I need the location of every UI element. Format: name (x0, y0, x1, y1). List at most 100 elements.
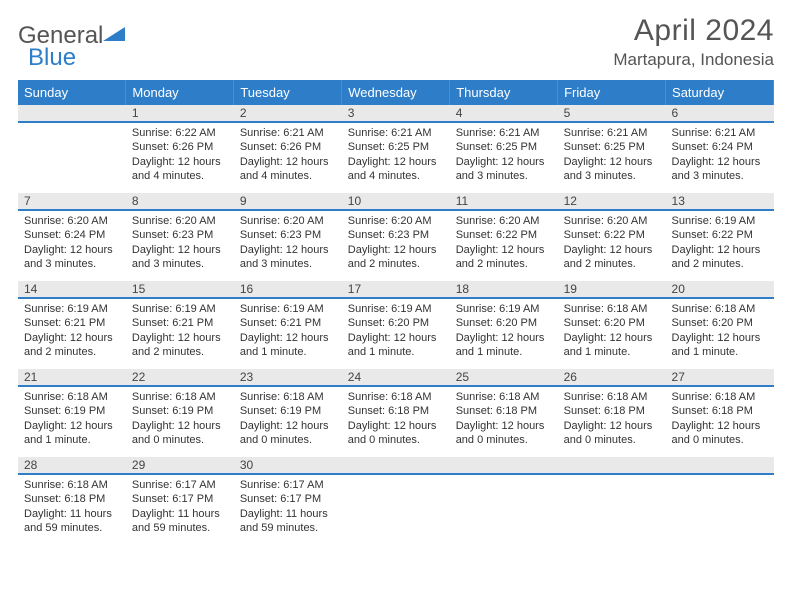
day-number: 1 (126, 105, 234, 123)
daylight-text: Daylight: 12 hours and 4 minutes. (240, 155, 336, 184)
daylight-text: Daylight: 12 hours and 3 minutes. (456, 155, 552, 184)
sunrise-text: Sunrise: 6:18 AM (348, 390, 444, 404)
day-number: 26 (558, 369, 666, 387)
dow-monday: Monday (126, 80, 234, 105)
day-body: Sunrise: 6:19 AMSunset: 6:20 PMDaylight:… (342, 299, 450, 365)
daylight-text: Daylight: 11 hours and 59 minutes. (132, 507, 228, 536)
calendar-day-cell: 9Sunrise: 6:20 AMSunset: 6:23 PMDaylight… (234, 193, 342, 281)
calendar-day-cell: 24Sunrise: 6:18 AMSunset: 6:18 PMDayligh… (342, 369, 450, 457)
calendar-day-cell: 28Sunrise: 6:18 AMSunset: 6:18 PMDayligh… (18, 457, 126, 545)
day-number: 10 (342, 193, 450, 211)
day-body: Sunrise: 6:20 AMSunset: 6:23 PMDaylight:… (234, 211, 342, 277)
calendar-day-cell (450, 457, 558, 545)
sunrise-text: Sunrise: 6:21 AM (456, 126, 552, 140)
day-number (342, 457, 450, 475)
calendar-day-cell: 26Sunrise: 6:18 AMSunset: 6:18 PMDayligh… (558, 369, 666, 457)
calendar-day-cell: 27Sunrise: 6:18 AMSunset: 6:18 PMDayligh… (666, 369, 774, 457)
daylight-text: Daylight: 12 hours and 2 minutes. (672, 243, 768, 272)
sunset-text: Sunset: 6:18 PM (348, 404, 444, 418)
sunset-text: Sunset: 6:20 PM (672, 316, 768, 330)
sunrise-text: Sunrise: 6:18 AM (672, 390, 768, 404)
day-number: 14 (18, 281, 126, 299)
day-number: 19 (558, 281, 666, 299)
daylight-text: Daylight: 12 hours and 1 minute. (564, 331, 660, 360)
calendar-day-cell: 4Sunrise: 6:21 AMSunset: 6:25 PMDaylight… (450, 105, 558, 193)
sunrise-text: Sunrise: 6:21 AM (672, 126, 768, 140)
sunset-text: Sunset: 6:22 PM (564, 228, 660, 242)
sunrise-text: Sunrise: 6:21 AM (348, 126, 444, 140)
calendar-day-cell: 12Sunrise: 6:20 AMSunset: 6:22 PMDayligh… (558, 193, 666, 281)
sunset-text: Sunset: 6:20 PM (564, 316, 660, 330)
sunrise-text: Sunrise: 6:19 AM (132, 302, 228, 316)
sunset-text: Sunset: 6:21 PM (132, 316, 228, 330)
daylight-text: Daylight: 12 hours and 3 minutes. (24, 243, 120, 272)
dow-sunday: Sunday (18, 80, 126, 105)
day-body: Sunrise: 6:18 AMSunset: 6:19 PMDaylight:… (126, 387, 234, 453)
calendar-table: Sunday Monday Tuesday Wednesday Thursday… (18, 80, 774, 545)
sunset-text: Sunset: 6:23 PM (348, 228, 444, 242)
sunrise-text: Sunrise: 6:19 AM (348, 302, 444, 316)
sunrise-text: Sunrise: 6:20 AM (348, 214, 444, 228)
calendar-day-cell: 29Sunrise: 6:17 AMSunset: 6:17 PMDayligh… (126, 457, 234, 545)
day-body: Sunrise: 6:18 AMSunset: 6:18 PMDaylight:… (666, 387, 774, 453)
daylight-text: Daylight: 12 hours and 1 minute. (348, 331, 444, 360)
day-number: 3 (342, 105, 450, 123)
calendar-day-cell: 14Sunrise: 6:19 AMSunset: 6:21 PMDayligh… (18, 281, 126, 369)
day-body (666, 475, 774, 535)
calendar-day-cell: 18Sunrise: 6:19 AMSunset: 6:20 PMDayligh… (450, 281, 558, 369)
sunrise-text: Sunrise: 6:18 AM (132, 390, 228, 404)
daylight-text: Daylight: 12 hours and 2 minutes. (24, 331, 120, 360)
day-number: 24 (342, 369, 450, 387)
daylight-text: Daylight: 12 hours and 0 minutes. (672, 419, 768, 448)
sunrise-text: Sunrise: 6:18 AM (672, 302, 768, 316)
sunrise-text: Sunrise: 6:18 AM (564, 302, 660, 316)
calendar-day-cell: 30Sunrise: 6:17 AMSunset: 6:17 PMDayligh… (234, 457, 342, 545)
daylight-text: Daylight: 12 hours and 4 minutes. (348, 155, 444, 184)
day-number: 16 (234, 281, 342, 299)
day-number (18, 105, 126, 123)
daylight-text: Daylight: 12 hours and 0 minutes. (456, 419, 552, 448)
sunset-text: Sunset: 6:20 PM (456, 316, 552, 330)
calendar-week-row: 21Sunrise: 6:18 AMSunset: 6:19 PMDayligh… (18, 369, 774, 457)
calendar-day-cell: 3Sunrise: 6:21 AMSunset: 6:25 PMDaylight… (342, 105, 450, 193)
sunset-text: Sunset: 6:24 PM (24, 228, 120, 242)
calendar-day-cell: 6Sunrise: 6:21 AMSunset: 6:24 PMDaylight… (666, 105, 774, 193)
sunset-text: Sunset: 6:24 PM (672, 140, 768, 154)
sunset-text: Sunset: 6:18 PM (564, 404, 660, 418)
sunrise-text: Sunrise: 6:18 AM (564, 390, 660, 404)
day-body: Sunrise: 6:21 AMSunset: 6:25 PMDaylight:… (342, 123, 450, 189)
day-number: 6 (666, 105, 774, 123)
day-body: Sunrise: 6:22 AMSunset: 6:26 PMDaylight:… (126, 123, 234, 189)
day-number: 30 (234, 457, 342, 475)
sunrise-text: Sunrise: 6:18 AM (240, 390, 336, 404)
sunset-text: Sunset: 6:21 PM (24, 316, 120, 330)
dow-saturday: Saturday (666, 80, 774, 105)
calendar-week-row: 7Sunrise: 6:20 AMSunset: 6:24 PMDaylight… (18, 193, 774, 281)
day-body (558, 475, 666, 535)
calendar-week-row: 1Sunrise: 6:22 AMSunset: 6:26 PMDaylight… (18, 105, 774, 193)
daylight-text: Daylight: 12 hours and 0 minutes. (132, 419, 228, 448)
calendar-week-row: 28Sunrise: 6:18 AMSunset: 6:18 PMDayligh… (18, 457, 774, 545)
daylight-text: Daylight: 12 hours and 3 minutes. (132, 243, 228, 272)
day-body: Sunrise: 6:20 AMSunset: 6:24 PMDaylight:… (18, 211, 126, 277)
day-number: 20 (666, 281, 774, 299)
sunrise-text: Sunrise: 6:19 AM (672, 214, 768, 228)
sunset-text: Sunset: 6:18 PM (24, 492, 120, 506)
logo-triangle-icon (103, 22, 125, 50)
daylight-text: Daylight: 12 hours and 2 minutes. (564, 243, 660, 272)
sunset-text: Sunset: 6:21 PM (240, 316, 336, 330)
day-body: Sunrise: 6:18 AMSunset: 6:18 PMDaylight:… (558, 387, 666, 453)
day-body: Sunrise: 6:19 AMSunset: 6:21 PMDaylight:… (234, 299, 342, 365)
calendar-day-cell: 25Sunrise: 6:18 AMSunset: 6:18 PMDayligh… (450, 369, 558, 457)
day-number: 15 (126, 281, 234, 299)
day-body: Sunrise: 6:20 AMSunset: 6:23 PMDaylight:… (126, 211, 234, 277)
calendar-day-cell (558, 457, 666, 545)
sunrise-text: Sunrise: 6:22 AM (132, 126, 228, 140)
day-number: 5 (558, 105, 666, 123)
calendar-day-cell: 19 Sunrise: 6:18 AMSunset: 6:20 PMDayligh… (558, 281, 666, 369)
title-block: April 2024 Martapura, Indonesia (613, 14, 774, 70)
daylight-text: Daylight: 12 hours and 2 minutes. (348, 243, 444, 272)
daylight-text: Daylight: 11 hours and 59 minutes. (24, 507, 120, 536)
day-body (18, 123, 126, 183)
sunset-text: Sunset: 6:18 PM (456, 404, 552, 418)
